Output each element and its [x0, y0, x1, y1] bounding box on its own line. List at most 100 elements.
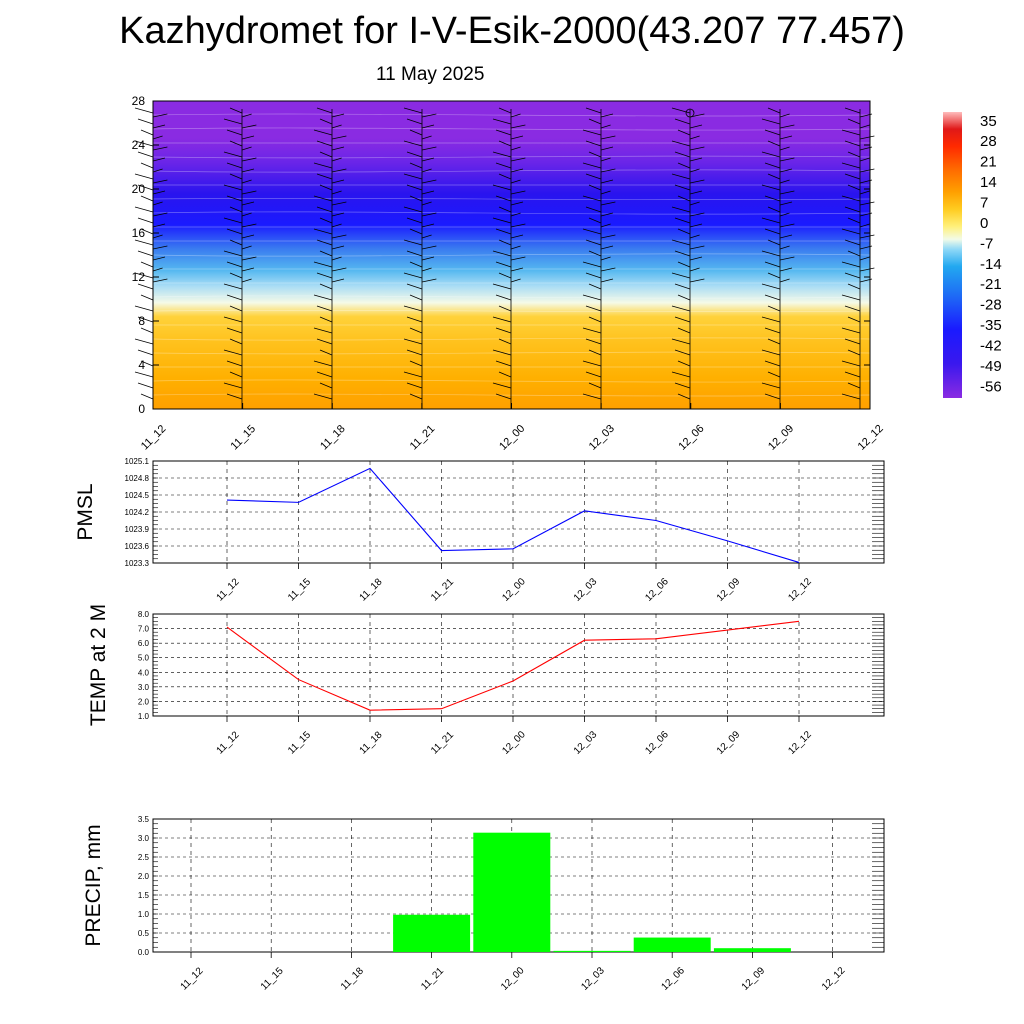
wind-barb	[223, 217, 243, 224]
wind-barb	[671, 338, 691, 345]
wind-barb	[137, 283, 154, 290]
wind-barb	[671, 107, 691, 114]
wind-barb	[492, 151, 512, 158]
y-tick-label: 1024.5	[125, 491, 150, 500]
wind-barb	[689, 223, 703, 228]
temperature-field	[153, 101, 870, 409]
wind-barb	[313, 294, 333, 301]
wind-barb	[859, 168, 875, 173]
wind-barb	[764, 162, 781, 169]
y-tick-label: 1.0	[138, 910, 150, 919]
wind-barb	[498, 206, 512, 213]
wind-barb	[152, 245, 168, 250]
wind-barb	[767, 371, 781, 378]
wind-barb	[421, 124, 435, 129]
wind-barb	[409, 360, 423, 367]
wind-barb	[241, 201, 255, 206]
wind-barb	[498, 305, 512, 312]
wind-barb	[403, 371, 423, 378]
wind-barb	[495, 393, 512, 400]
x-tick-label: 12_12	[786, 576, 814, 604]
wind-barb	[134, 239, 154, 246]
wind-barb	[689, 135, 700, 140]
wind-barb	[421, 146, 437, 151]
y-tick-label: 8.0	[138, 610, 150, 619]
wind-barb	[844, 338, 861, 345]
wind-barb	[226, 129, 243, 136]
wind-barb	[779, 113, 790, 118]
wind-barb	[403, 173, 423, 180]
x-tick-label: 12_06	[660, 965, 688, 993]
wind-barb	[585, 140, 602, 147]
wind-barb	[600, 146, 614, 151]
x-tick-label: 11_21	[408, 423, 438, 453]
wind-barb	[761, 283, 781, 290]
wind-barb	[847, 184, 861, 191]
wind-barb	[331, 256, 342, 261]
wind-barb	[316, 140, 333, 147]
y-tick-label: 2.0	[138, 872, 150, 881]
wind-barb	[600, 245, 614, 250]
wind-barb	[492, 250, 512, 257]
wind-barb	[226, 261, 243, 268]
x-tick-label: 11_15	[286, 576, 313, 603]
wind-barb	[241, 223, 257, 228]
wind-barb	[406, 151, 423, 158]
wind-barb	[761, 349, 781, 356]
series-line	[226, 467, 800, 563]
wind-barb	[229, 272, 243, 279]
wind-barb	[779, 157, 795, 162]
wind-barb	[313, 327, 333, 334]
wind-barb	[677, 162, 691, 169]
wind-barb	[844, 305, 861, 312]
isotherm	[152, 379, 871, 383]
y-tick-label: 6.0	[138, 639, 150, 648]
wind-barb	[671, 305, 691, 312]
wind-barb	[229, 206, 243, 213]
wind-barb	[510, 223, 526, 228]
wind-barb	[319, 382, 333, 389]
colorbar-label: 0	[980, 215, 988, 232]
wind-barb	[152, 113, 168, 118]
wind-barb	[677, 129, 691, 136]
wind-barb	[223, 349, 243, 356]
wind-barb	[140, 360, 154, 367]
wind-barb	[677, 261, 691, 268]
wind-barb	[421, 212, 437, 217]
wind-barb	[316, 206, 333, 213]
wind-barb	[331, 267, 347, 272]
wind-barb	[779, 124, 795, 129]
y-tick-label: 2.0	[138, 697, 150, 706]
wind-barb	[764, 129, 781, 136]
wind-barb	[495, 228, 512, 235]
y-tick-label: 1.5	[138, 891, 150, 900]
wind-barb	[677, 327, 691, 334]
wind-barb	[241, 190, 257, 195]
wind-barb	[223, 250, 243, 257]
y-tick-label: 1024.2	[125, 508, 150, 517]
wind-barb	[406, 283, 423, 290]
x-tick-label: 11_18	[358, 576, 385, 603]
wind-barb	[689, 124, 703, 129]
wind-barb	[409, 294, 423, 301]
wind-barb	[421, 256, 435, 261]
wind-barb	[421, 267, 432, 272]
wind-barb	[137, 250, 154, 257]
y-tick-label: 0	[138, 402, 145, 416]
wind-barb	[421, 168, 432, 173]
y-tick-label: 4.0	[138, 668, 150, 677]
wind-barb	[223, 118, 243, 125]
wind-barb	[582, 129, 602, 136]
wind-barb	[761, 250, 781, 257]
wind-barb	[495, 360, 512, 367]
wind-barb	[841, 129, 861, 136]
wind-barb	[421, 157, 435, 162]
wind-barb	[674, 184, 691, 191]
wind-barb	[421, 234, 432, 239]
wind-barb	[316, 272, 333, 279]
wind-barb	[140, 327, 154, 334]
wind-barb	[403, 140, 423, 147]
wind-barb	[241, 168, 255, 173]
wind-barb	[779, 212, 790, 217]
